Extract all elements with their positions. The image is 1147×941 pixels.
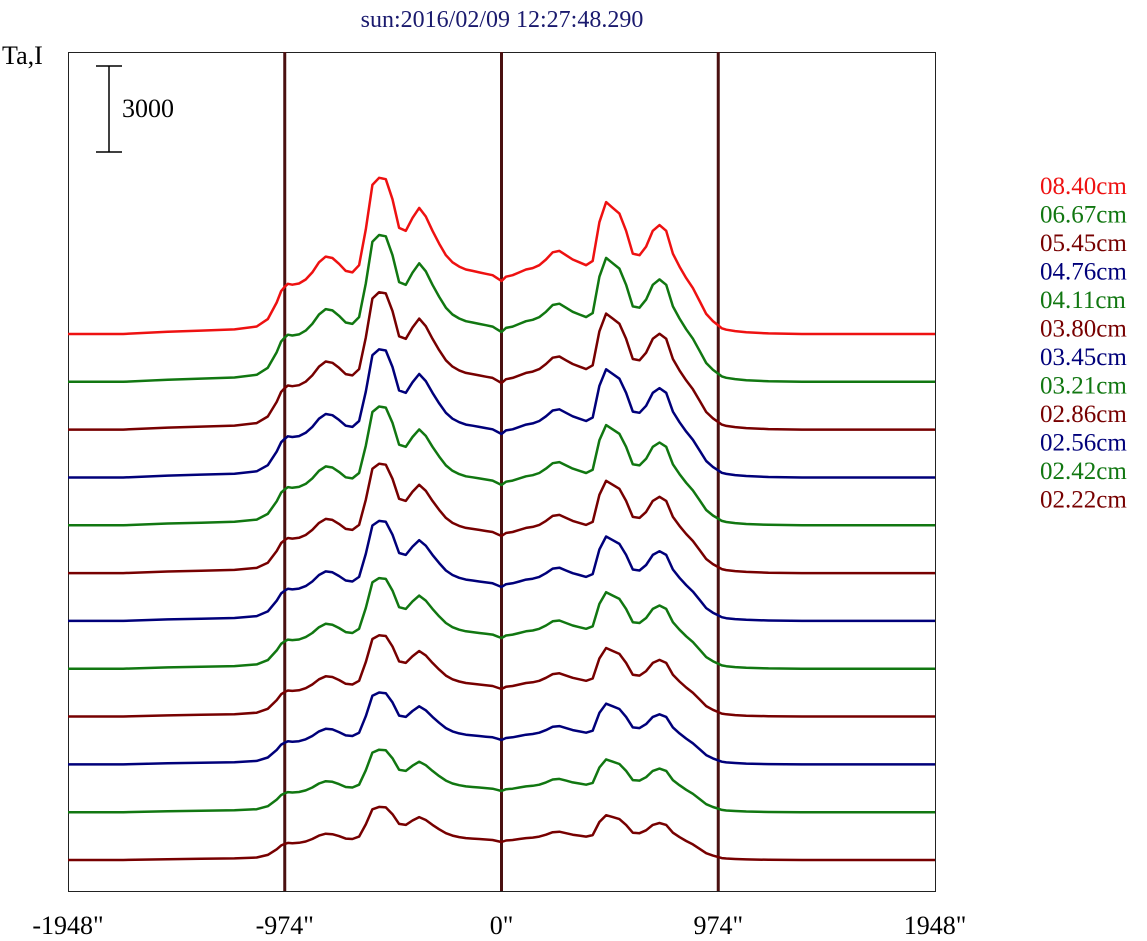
x-tick-label: 0" <box>490 911 514 940</box>
legend-item: 02.42cm <box>1040 458 1127 485</box>
scale-bar: 3000 <box>96 65 174 153</box>
trace-08.40cm <box>68 176 935 336</box>
trace-03.80cm <box>68 462 935 575</box>
trace-05.45cm <box>68 290 935 431</box>
trace-03.45cm <box>68 519 935 623</box>
trace-02.42cm <box>68 748 935 814</box>
legend-item: 04.76cm <box>1040 259 1127 286</box>
trace-04.76cm <box>68 348 935 479</box>
trace-02.86cm <box>68 634 935 718</box>
y-axis-label: Ta,I <box>2 41 43 70</box>
legend-item: 02.86cm <box>1040 401 1127 428</box>
legend-item: 03.80cm <box>1040 316 1127 343</box>
legend-item: 03.45cm <box>1040 344 1127 371</box>
trace-02.56cm <box>68 691 935 766</box>
legend-item: 03.21cm <box>1040 373 1127 400</box>
x-tick-label: 1948" <box>904 911 967 940</box>
legend-item: 06.67cm <box>1040 202 1127 229</box>
legend-item: 02.56cm <box>1040 430 1127 457</box>
legend-item: 02.22cm <box>1040 487 1127 514</box>
traces <box>68 176 935 862</box>
reference-lines <box>283 52 720 891</box>
trace-06.67cm <box>68 233 935 384</box>
x-tick-label: 974" <box>693 911 743 940</box>
chart-title: sun:2016/02/09 12:27:48.290 <box>361 7 644 33</box>
x-tick-label: -974" <box>256 911 314 940</box>
scale-bar-label: 3000 <box>122 94 174 123</box>
trace-03.21cm <box>68 576 935 670</box>
legend-item: 08.40cm <box>1040 173 1127 200</box>
trace-04.11cm <box>68 405 935 527</box>
legend: 08.40cm06.67cm05.45cm04.76cm04.11cm03.80… <box>1040 173 1127 514</box>
x-tick-labels: -1948" -974" 0" 974" 1948" <box>32 911 966 940</box>
legend-item: 04.11cm <box>1040 287 1126 314</box>
legend-item: 05.45cm <box>1040 230 1127 257</box>
trace-02.22cm <box>68 805 935 862</box>
x-tick-label: -1948" <box>32 911 103 940</box>
